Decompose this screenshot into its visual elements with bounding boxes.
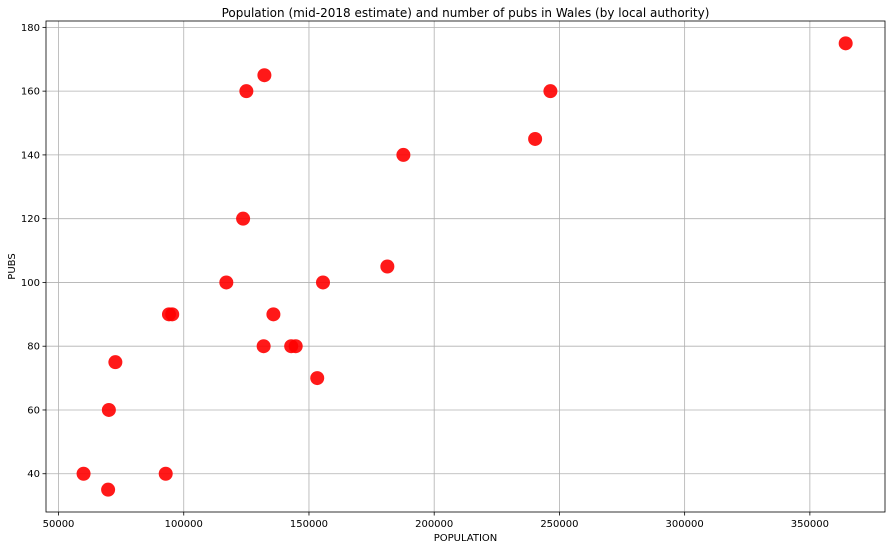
x-tick-label: 350000 (791, 519, 829, 530)
data-point (236, 211, 251, 226)
y-tick-label: 140 (21, 150, 40, 161)
data-point (266, 307, 281, 322)
y-tick-label: 120 (21, 214, 40, 225)
y-tick-label: 160 (21, 87, 40, 98)
y-tick-label: 100 (21, 278, 40, 289)
y-axis-label: PUBS (7, 253, 18, 279)
data-point (101, 402, 116, 417)
data-point (315, 275, 330, 290)
data-point (108, 355, 123, 370)
x-tick-label: 50000 (43, 519, 75, 530)
data-point (528, 131, 543, 146)
x-tick-label: 200000 (415, 519, 453, 530)
data-point (257, 68, 272, 83)
data-point (101, 482, 116, 497)
data-point (256, 339, 271, 354)
x-axis-label: POPULATION (434, 533, 498, 544)
y-tick-label: 60 (27, 405, 40, 416)
data-point (543, 84, 558, 99)
data-point (838, 36, 853, 51)
x-tick-label: 100000 (165, 519, 203, 530)
data-point (158, 466, 173, 481)
data-point (219, 275, 234, 290)
y-tick-label: 180 (21, 23, 40, 34)
y-tick-label: 40 (27, 469, 40, 480)
data-point (165, 307, 180, 322)
data-point (310, 371, 325, 386)
data-points (76, 36, 853, 497)
chart-title: Population (mid-2018 estimate) and numbe… (222, 6, 710, 20)
data-point (288, 339, 303, 354)
data-point (396, 147, 411, 162)
data-point (76, 466, 91, 481)
x-tick-label: 300000 (666, 519, 704, 530)
data-point (380, 259, 395, 274)
axis-ticks: 50000 100000 150000 200000 250000 300000 35000… (21, 23, 829, 530)
y-tick-label: 80 (27, 342, 40, 353)
plot-frame (45, 20, 886, 513)
x-tick-label: 150000 (290, 519, 328, 530)
x-tick-label: 250000 (540, 519, 578, 530)
data-point (239, 84, 254, 99)
grid (46, 21, 885, 512)
